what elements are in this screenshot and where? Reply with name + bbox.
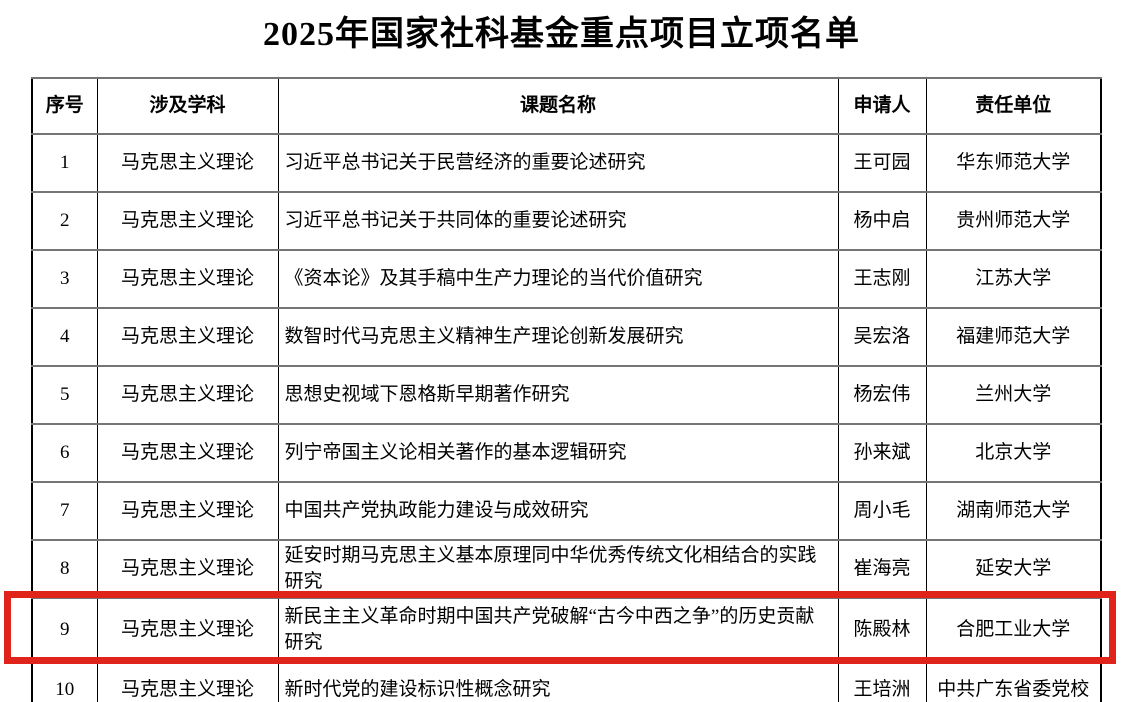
institution-cell: 江苏大学 bbox=[925, 249, 1102, 309]
applicant-cell: 王培洲 bbox=[837, 660, 927, 702]
applicant-cell: 杨中启 bbox=[837, 191, 927, 251]
institution-cell: 贵州师范大学 bbox=[925, 191, 1102, 251]
institution-cell: 兰州大学 bbox=[925, 365, 1102, 425]
institution-cell: 北京大学 bbox=[925, 423, 1102, 483]
table-row: 7 马克思主义理论 中国共产党执政能力建设与成效研究 周小毛 湖南师范大学 bbox=[31, 481, 1102, 541]
discipline-cell: 马克思主义理论 bbox=[96, 660, 279, 702]
table-row: 2 马克思主义理论 习近平总书记关于共同体的重要论述研究 杨中启 贵州师范大学 bbox=[31, 191, 1102, 251]
discipline-cell: 马克思主义理论 bbox=[96, 249, 279, 309]
table-body: 1 马克思主义理论 习近平总书记关于民营经济的重要论述研究 王可园 华东师范大学… bbox=[31, 133, 1102, 702]
institution-cell: 中共广东省委党校 bbox=[925, 660, 1102, 702]
topic-cell: 习近平总书记关于共同体的重要论述研究 bbox=[277, 191, 839, 251]
topic-cell: 习近平总书记关于民营经济的重要论述研究 bbox=[277, 133, 839, 193]
institution-cell: 福建师范大学 bbox=[925, 307, 1102, 367]
discipline-cell: 马克思主义理论 bbox=[96, 539, 279, 599]
table-row: 8 马克思主义理论 延安时期马克思主义基本原理同中华优秀传统文化相结合的实践研究… bbox=[31, 539, 1102, 599]
applicant-cell: 崔海亮 bbox=[837, 539, 927, 599]
applicant-cell: 杨宏伟 bbox=[837, 365, 927, 425]
row-number-cell: 9 bbox=[31, 597, 98, 662]
header-applicant: 申请人 bbox=[837, 77, 927, 135]
discipline-cell: 马克思主义理论 bbox=[96, 423, 279, 483]
header-discipline: 涉及学科 bbox=[96, 77, 279, 135]
applicant-cell: 孙来斌 bbox=[837, 423, 927, 483]
discipline-cell: 马克思主义理论 bbox=[96, 307, 279, 367]
applicant-cell: 王志刚 bbox=[837, 249, 927, 309]
header-topic: 课题名称 bbox=[277, 77, 839, 135]
row-number-cell: 3 bbox=[31, 249, 98, 309]
page-title: 2025年国家社科基金重点项目立项名单 bbox=[263, 16, 860, 53]
table-row: 3 马克思主义理论 《资本论》及其手稿中生产力理论的当代价值研究 王志刚 江苏大… bbox=[31, 249, 1102, 309]
row-number-cell: 8 bbox=[31, 539, 98, 599]
row-number-cell: 4 bbox=[31, 307, 98, 367]
applicant-cell: 吴宏洛 bbox=[837, 307, 927, 367]
discipline-cell: 马克思主义理论 bbox=[96, 191, 279, 251]
institution-cell: 华东师范大学 bbox=[925, 133, 1102, 193]
table-header-row: 序号 涉及学科 课题名称 申请人 责任单位 bbox=[31, 77, 1102, 135]
projects-table: 序号 涉及学科 课题名称 申请人 责任单位 1 马克思主义理论 习近平总书记关于… bbox=[31, 77, 1102, 702]
topic-cell: 思想史视域下恩格斯早期著作研究 bbox=[277, 365, 839, 425]
table-row: 6 马克思主义理论 列宁帝国主义论相关著作的基本逻辑研究 孙来斌 北京大学 bbox=[31, 423, 1102, 483]
row-number-cell: 7 bbox=[31, 481, 98, 541]
topic-cell: 数智时代马克思主义精神生产理论创新发展研究 bbox=[277, 307, 839, 367]
row-number-cell: 10 bbox=[31, 660, 98, 702]
row-number-cell: 1 bbox=[31, 133, 98, 193]
discipline-cell: 马克思主义理论 bbox=[96, 365, 279, 425]
institution-cell: 延安大学 bbox=[925, 539, 1102, 599]
table-row: 4 马克思主义理论 数智时代马克思主义精神生产理论创新发展研究 吴宏洛 福建师范… bbox=[31, 307, 1102, 367]
topic-cell: 新时代党的建设标识性概念研究 bbox=[277, 660, 839, 702]
topic-cell: 新民主主义革命时期中国共产党破解“古今中西之争”的历史贡献研究 bbox=[277, 597, 839, 662]
institution-cell: 湖南师范大学 bbox=[925, 481, 1102, 541]
table-row: 5 马克思主义理论 思想史视域下恩格斯早期著作研究 杨宏伟 兰州大学 bbox=[31, 365, 1102, 425]
table-row: 9 马克思主义理论 新民主主义革命时期中国共产党破解“古今中西之争”的历史贡献研… bbox=[31, 597, 1102, 662]
topic-cell: 中国共产党执政能力建设与成效研究 bbox=[277, 481, 839, 541]
discipline-cell: 马克思主义理论 bbox=[96, 481, 279, 541]
header-no: 序号 bbox=[31, 77, 98, 135]
institution-cell: 合肥工业大学 bbox=[925, 597, 1102, 662]
applicant-cell: 王可园 bbox=[837, 133, 927, 193]
table-row: 10 马克思主义理论 新时代党的建设标识性概念研究 王培洲 中共广东省委党校 bbox=[31, 660, 1102, 702]
applicant-cell: 陈殿林 bbox=[837, 597, 927, 662]
topic-cell: 延安时期马克思主义基本原理同中华优秀传统文化相结合的实践研究 bbox=[277, 539, 839, 599]
row-number-cell: 6 bbox=[31, 423, 98, 483]
topic-cell: 列宁帝国主义论相关著作的基本逻辑研究 bbox=[277, 423, 839, 483]
row-number-cell: 5 bbox=[31, 365, 98, 425]
discipline-cell: 马克思主义理论 bbox=[96, 133, 279, 193]
row-number-cell: 2 bbox=[31, 191, 98, 251]
discipline-cell: 马克思主义理论 bbox=[96, 597, 279, 662]
applicant-cell: 周小毛 bbox=[837, 481, 927, 541]
header-institution: 责任单位 bbox=[925, 77, 1102, 135]
topic-cell: 《资本论》及其手稿中生产力理论的当代价值研究 bbox=[277, 249, 839, 309]
table-row: 1 马克思主义理论 习近平总书记关于民营经济的重要论述研究 王可园 华东师范大学 bbox=[31, 133, 1102, 193]
